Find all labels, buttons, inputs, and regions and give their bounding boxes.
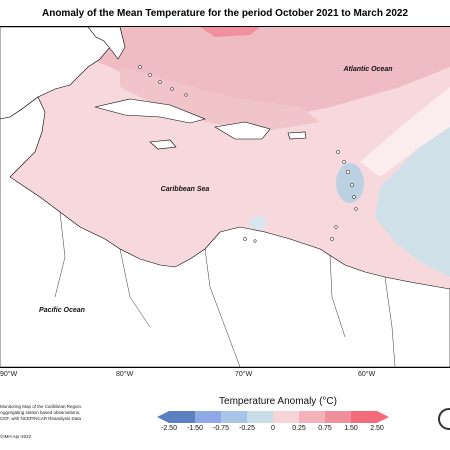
- legend-colorbar: [157, 411, 389, 423]
- agency-logo: [438, 408, 450, 430]
- credits-line: CDF, with NCEP/NCAR Reanalysis Data: [0, 416, 82, 421]
- legend-swatch: [351, 411, 378, 423]
- border-central-america: [54, 211, 66, 298]
- anomaly-map: Atlantic Ocean Caribbean Sea Pacific Oce…: [0, 26, 450, 368]
- anomaly-hotspot: [200, 27, 260, 37]
- anomaly-neutral-east: [360, 87, 450, 177]
- land-cuba: [94, 98, 206, 124]
- legend-tick-label: -0.25: [239, 425, 255, 432]
- land-jamaica: [149, 139, 177, 150]
- legend-swatch: [299, 411, 326, 423]
- legend-swatch: [195, 411, 222, 423]
- legend-tick-label: 0: [271, 425, 275, 432]
- map-title: Anomaly of the Mean Temperature for the …: [41, 8, 408, 19]
- map-credits: Monitoring Map of the Caribbean Region. …: [0, 404, 130, 422]
- legend-swatch-max: [377, 411, 389, 423]
- anomaly-cool-islands: [249, 216, 267, 230]
- lon-label-90w: 90°W: [0, 371, 18, 378]
- lon-label-70w: 70°W: [235, 371, 253, 378]
- land-abc-islands: [243, 237, 257, 243]
- legend-tick-label: 1.50: [344, 425, 358, 432]
- map-canvas: Atlantic Ocean Caribbean Sea Pacific Oce…: [0, 27, 450, 367]
- anomaly-cool-east: [375, 127, 450, 277]
- legend-tick-label: -2.50: [161, 425, 177, 432]
- land-central-south-america: [0, 96, 450, 367]
- legend-swatch-min: [157, 411, 169, 423]
- legend-title: Temperature Anomaly (°C): [219, 396, 337, 407]
- legend-tick-label: -1.50: [187, 425, 203, 432]
- legend-swatch: [221, 411, 248, 423]
- label-caribbean-sea: Caribbean Sea: [161, 186, 210, 193]
- anomaly-cool-antilles: [336, 163, 364, 203]
- legend-tick-label: 2.50: [370, 425, 384, 432]
- land-hispaniola: [214, 121, 271, 140]
- legend-swatch: [247, 411, 274, 423]
- land-puerto-rico: [287, 131, 307, 140]
- land-florida: [87, 27, 126, 60]
- land-lesser-antilles: [330, 150, 358, 241]
- label-atlantic-ocean: Atlantic Ocean: [342, 66, 392, 73]
- credits-line: Aggregating station based observations,: [0, 410, 81, 415]
- border-colombia-venezuela: [204, 248, 241, 367]
- legend-swatch: [273, 411, 300, 423]
- label-pacific-ocean: Pacific Ocean: [39, 307, 85, 314]
- legend-tick-label: 0.25: [292, 425, 306, 432]
- legend-swatch: [325, 411, 352, 423]
- anomaly-warm-mid: [120, 67, 320, 132]
- legend-swatch: [169, 411, 196, 423]
- border-panama-colombia: [119, 248, 151, 328]
- legend-swatches: [157, 411, 389, 423]
- credits-line: Monitoring Map of the Caribbean Region.: [0, 404, 83, 409]
- border-venezuela-guyana: [329, 254, 346, 338]
- border-guyana-suriname: [384, 276, 396, 367]
- land-bahamas: [138, 65, 188, 97]
- credits-date: ©IMH Apr-2022: [0, 434, 32, 439]
- lon-label-60w: 60°W: [358, 371, 376, 378]
- legend-tick-label: -0.75: [213, 425, 229, 432]
- legend-tick-label: 0.75: [318, 425, 332, 432]
- lon-label-80w: 80°W: [116, 371, 134, 378]
